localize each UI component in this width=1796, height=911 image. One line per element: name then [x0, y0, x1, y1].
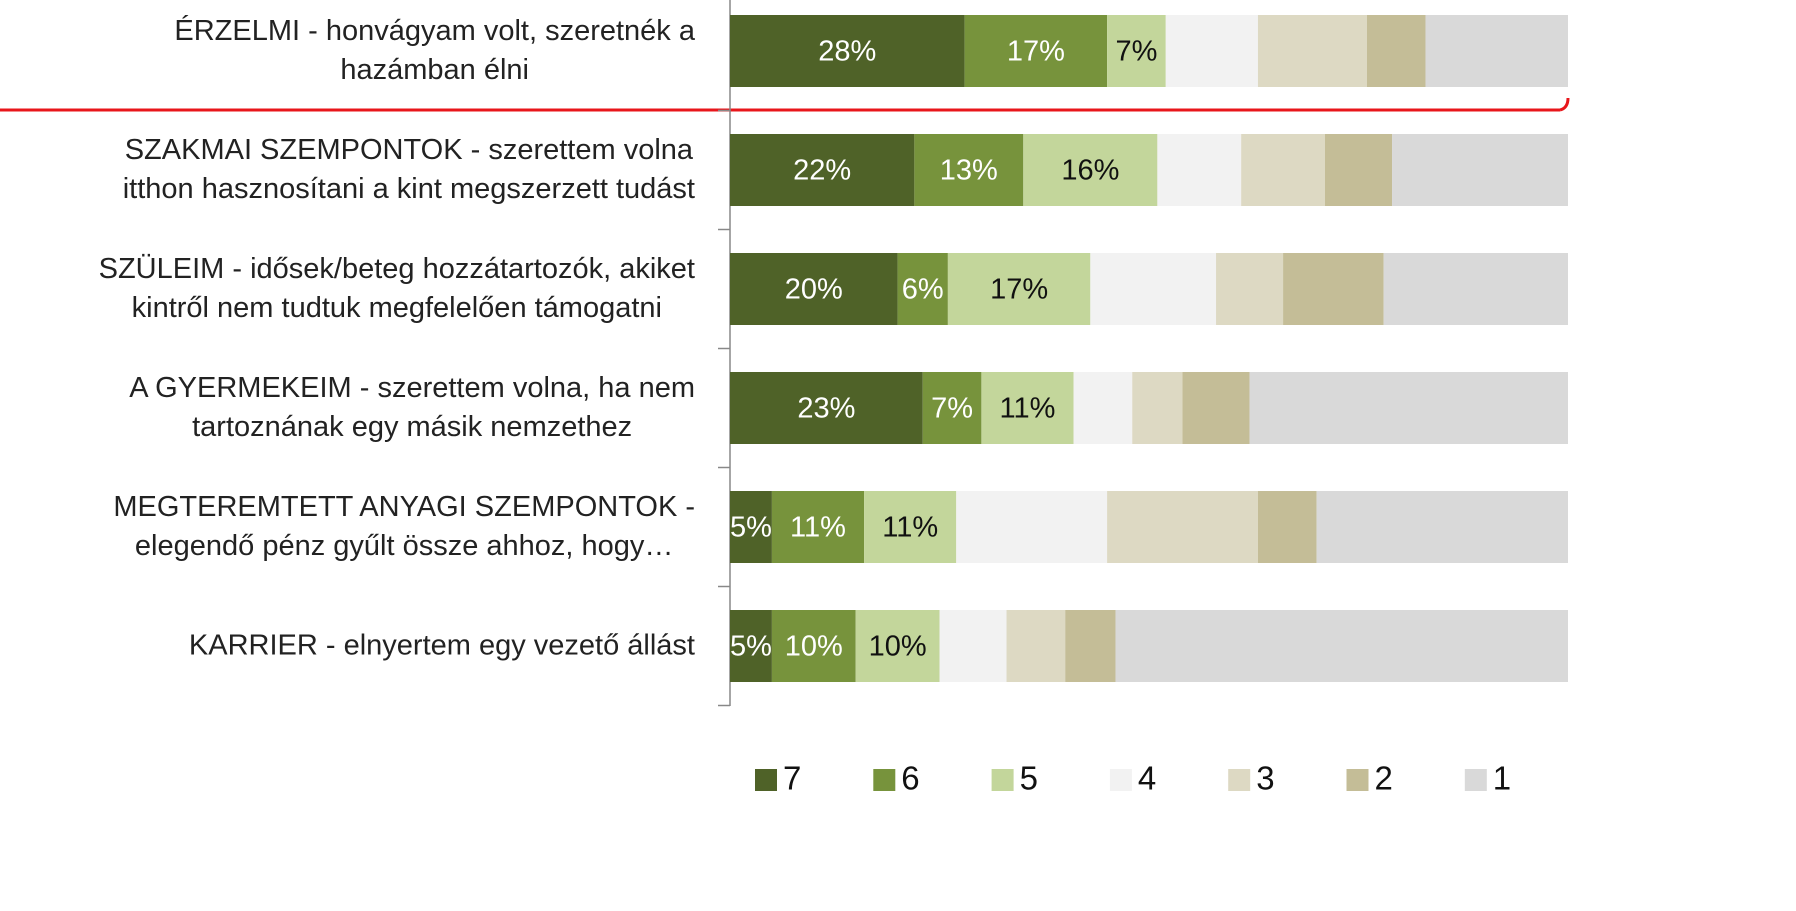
bar-segment	[1383, 253, 1568, 325]
legend-label: 7	[783, 760, 801, 797]
category-label: ÉRZELMI - honvágyam volt, szeretnék a ha…	[174, 12, 695, 90]
data-label: 10%	[785, 631, 843, 663]
bar-segment	[1157, 134, 1242, 206]
bar-segment	[1182, 372, 1250, 444]
legend-label: 6	[901, 760, 919, 797]
bar-segment	[771, 610, 856, 682]
legend-label: 4	[1138, 760, 1156, 797]
data-label: 23%	[797, 393, 855, 425]
data-label: 11%	[882, 512, 938, 544]
category-label: A GYERMEKEIM - szerettem volna, ha nem t…	[129, 369, 695, 447]
data-label: 7%	[931, 393, 973, 425]
bar-segment	[1132, 372, 1183, 444]
bar-segment	[1425, 15, 1568, 87]
data-label: 5%	[730, 512, 772, 544]
data-label: 17%	[990, 274, 1048, 306]
bar-segment	[771, 491, 865, 563]
bar-segment	[1115, 610, 1568, 682]
bar-segment	[1065, 610, 1116, 682]
legend-swatch	[991, 769, 1014, 791]
bar-segment	[1216, 253, 1284, 325]
legend-label: 1	[1493, 760, 1511, 797]
bar-segment	[897, 253, 948, 325]
legend-swatch	[1228, 769, 1251, 791]
category-label: MEGTEREMTETT ANYAGI SZEMPONTOK - elegend…	[113, 488, 695, 566]
data-label: 6%	[902, 274, 944, 306]
bar-segment	[981, 372, 1074, 444]
category-text: KARRIER - elnyertem egy vezető állást	[188, 629, 695, 662]
legend-swatch	[873, 769, 896, 791]
data-label: 28%	[818, 36, 876, 68]
bar-segment	[864, 491, 957, 563]
bar-segment	[1107, 15, 1166, 87]
bar-segment	[1006, 610, 1066, 682]
bar-segment	[1392, 134, 1568, 206]
data-label: 11%	[790, 512, 846, 544]
legend-label: 2	[1375, 760, 1393, 797]
data-label: 20%	[785, 274, 843, 306]
bar-segment	[1257, 491, 1317, 563]
data-label: 16%	[1061, 155, 1119, 187]
bar-segment	[1283, 253, 1384, 325]
category-text: A GYERMEKEIM - szerettem volna, ha nem t…	[129, 372, 695, 443]
data-label: 13%	[940, 155, 998, 187]
bar-segment	[939, 610, 1007, 682]
category-label: SZAKMAI SZEMPONTOK - szerettem volna itt…	[123, 131, 695, 209]
bar-segment	[1249, 372, 1568, 444]
category-text: ÉRZELMI - honvágyam volt, szeretnék a ha…	[174, 15, 695, 86]
bar-segment	[1316, 491, 1568, 563]
data-label: 7%	[1115, 36, 1157, 68]
bar-segment	[730, 610, 772, 682]
bar-segment	[730, 134, 915, 206]
bar-segment	[730, 491, 772, 563]
legend-swatch	[1464, 769, 1487, 791]
separator-curve	[1559, 97, 1570, 112]
bar-segment	[1366, 15, 1426, 87]
data-label: 22%	[793, 155, 851, 187]
bar-segment	[956, 491, 1108, 563]
data-label: 11%	[1000, 393, 1056, 425]
bar-segment	[730, 15, 965, 87]
category-label: SZÜLEIM - idősek/beteg hozzátartozók, ak…	[99, 250, 695, 328]
category-text: SZAKMAI SZEMPONTOK - szerettem volna itt…	[122, 134, 695, 205]
legend-swatch	[1109, 769, 1132, 791]
bar-segment	[1107, 491, 1258, 563]
bar-segment	[1241, 134, 1325, 206]
bar-segment	[1165, 15, 1258, 87]
legend-label: 5	[1020, 760, 1038, 797]
legend-swatch	[1346, 769, 1369, 791]
bar-segment	[922, 372, 982, 444]
bar-segment	[1090, 253, 1217, 325]
bar-segment	[1324, 134, 1393, 206]
category-text: MEGTEREMTETT ANYAGI SZEMPONTOK - elegend…	[113, 491, 695, 562]
category-text: SZÜLEIM - idősek/beteg hozzátartozók, ak…	[98, 253, 695, 324]
bar-segment	[1023, 134, 1158, 206]
data-label: 5%	[730, 631, 772, 663]
bar-segment	[730, 253, 898, 325]
bar-segment	[947, 253, 1091, 325]
category-label: KARRIER - elnyertem egy vezető állást	[189, 627, 695, 666]
bar-segment	[730, 372, 923, 444]
bar-segment	[1257, 15, 1367, 87]
legend-swatch	[755, 769, 777, 791]
bar-segment	[1073, 372, 1133, 444]
bar-segment	[964, 15, 1108, 87]
legend-label: 3	[1256, 760, 1274, 797]
bar-segment	[914, 134, 1024, 206]
bar-segment	[855, 610, 940, 682]
data-label: 10%	[869, 631, 927, 663]
data-label: 17%	[1007, 36, 1065, 68]
